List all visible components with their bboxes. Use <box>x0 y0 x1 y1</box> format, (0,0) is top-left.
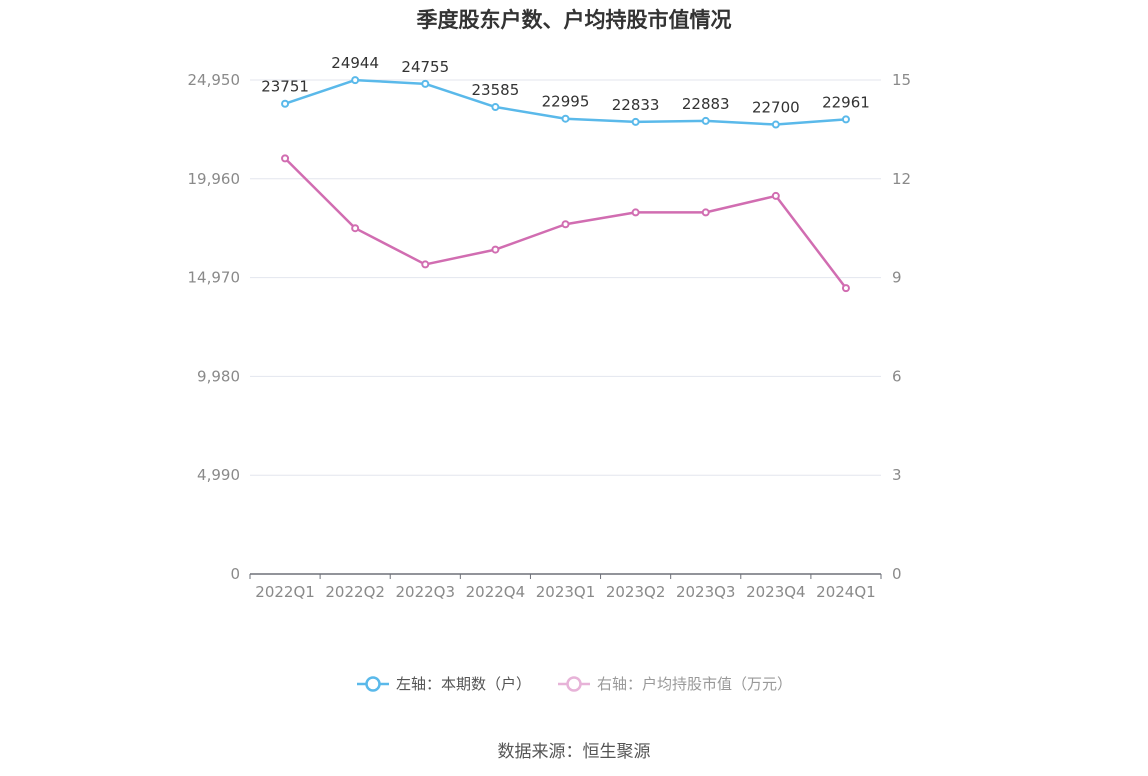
right-axis-tick-label: 3 <box>892 466 902 484</box>
legend-item-households[interactable]: 左轴：本期数（户） <box>356 673 531 694</box>
x-axis-tick-label: 2022Q1 <box>255 583 315 601</box>
data-label: 23751 <box>261 78 309 96</box>
x-axis-tick-label: 2023Q4 <box>746 583 806 601</box>
chart-title: 季度股东户数、户均持股市值情况 <box>416 8 732 32</box>
data-point[interactable] <box>421 260 430 269</box>
right-axis-tick-label: 12 <box>892 170 911 188</box>
data-label: 24944 <box>331 54 379 72</box>
data-label: 22833 <box>612 96 660 114</box>
left-axis-tick-label: 19,960 <box>188 170 241 188</box>
left-axis-tick-label: 0 <box>230 565 240 583</box>
data-point[interactable] <box>561 220 570 229</box>
data-label: 22883 <box>682 95 730 113</box>
left-axis-tick-label: 9,980 <box>197 367 240 385</box>
legend-item-avg-value[interactable]: 右轴：户均持股市值（万元） <box>557 673 792 694</box>
legend: 左轴：本期数（户） 右轴：户均持股市值（万元） <box>0 673 1148 694</box>
data-label: 22961 <box>822 93 870 111</box>
x-axis-tick-label: 2023Q3 <box>676 583 736 601</box>
legend-label-households: 左轴：本期数（户） <box>395 675 531 693</box>
data-point[interactable] <box>351 224 360 233</box>
data-label: 24755 <box>401 58 449 76</box>
data-point[interactable] <box>281 99 290 108</box>
data-point[interactable] <box>491 245 500 254</box>
left-axis-tick-label: 4,990 <box>197 466 240 484</box>
data-point[interactable] <box>421 79 430 88</box>
right-axis-tick-label: 0 <box>892 565 902 583</box>
data-point[interactable] <box>701 116 710 125</box>
x-axis-tick-label: 2024Q1 <box>816 583 876 601</box>
data-point[interactable] <box>631 208 640 217</box>
right-axis-tick-label: 9 <box>892 269 902 287</box>
data-label: 23585 <box>472 81 520 99</box>
x-axis-tick-label: 2022Q2 <box>325 583 385 601</box>
x-axis-tick-label: 2023Q1 <box>536 583 596 601</box>
data-point[interactable] <box>701 208 710 217</box>
data-point[interactable] <box>771 120 780 129</box>
left-axis-tick-label: 14,970 <box>188 269 241 287</box>
x-axis-tick-label: 2022Q4 <box>466 583 526 601</box>
source-note: 数据来源：恒生聚源 <box>497 742 651 762</box>
data-point[interactable] <box>841 115 850 124</box>
x-axis-tick-label: 2023Q2 <box>606 583 666 601</box>
data-point[interactable] <box>351 76 360 85</box>
data-point[interactable] <box>491 103 500 112</box>
data-point[interactable] <box>561 114 570 123</box>
right-axis-tick-label: 6 <box>892 367 902 385</box>
right-axis-tick-label: 15 <box>892 71 911 89</box>
data-label: 22700 <box>752 99 800 117</box>
data-label: 22995 <box>542 93 590 111</box>
x-axis-tick-label: 2022Q3 <box>396 583 456 601</box>
left-axis-tick-label: 24,950 <box>188 71 241 89</box>
legend-swatch-households-icon <box>356 675 389 692</box>
data-point[interactable] <box>841 284 850 293</box>
data-point[interactable] <box>281 154 290 163</box>
data-point[interactable] <box>631 117 640 126</box>
data-point[interactable] <box>771 191 780 200</box>
legend-swatch-avg-value-icon <box>558 675 590 692</box>
legend-label-avg-value: 右轴：户均持股市值（万元） <box>597 675 793 693</box>
